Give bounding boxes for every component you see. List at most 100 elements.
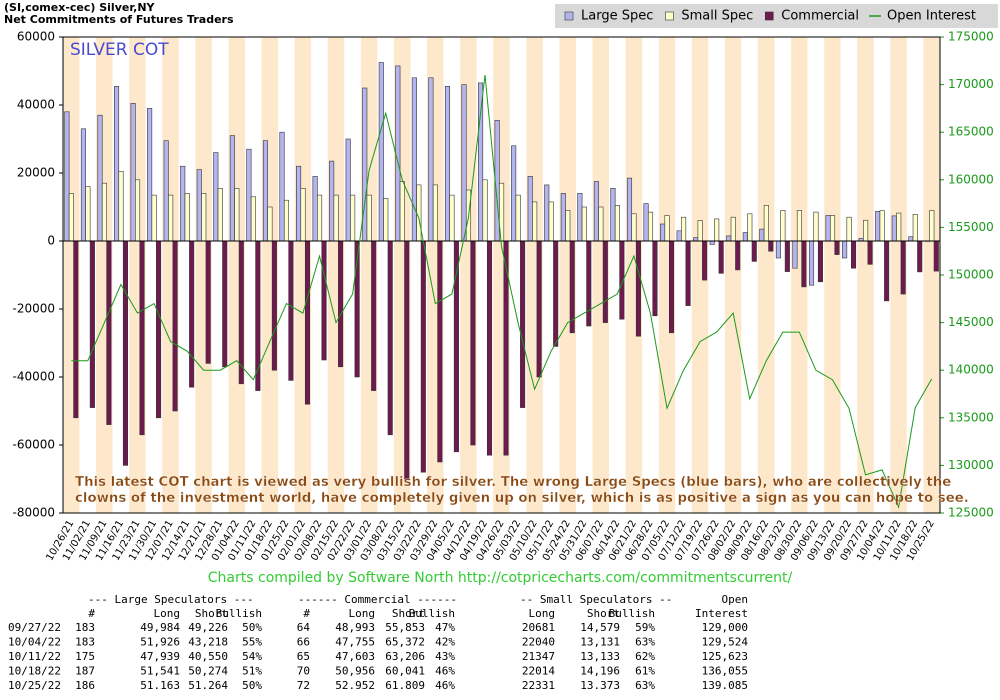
table-cell: 51,926: [140, 636, 180, 649]
bar: [553, 240, 559, 347]
bar: [834, 240, 840, 255]
bar: [85, 186, 91, 242]
bar: [246, 148, 252, 242]
annotation: This latest COT chart is viewed as very …: [75, 475, 951, 490]
bar: [189, 240, 195, 388]
table-cell: 63%: [635, 636, 655, 649]
table-column-header: Short: [587, 607, 620, 620]
stripe: [824, 37, 841, 513]
legend-bar: [555, 4, 998, 28]
table-cell: 20681: [522, 621, 555, 634]
table-column-header: Long: [529, 607, 556, 620]
table-cell: 52.952: [335, 679, 375, 692]
bar: [279, 131, 285, 242]
y-tick-label: 60000: [17, 30, 55, 44]
table-group-header: ------ Commercial ------: [298, 593, 457, 606]
bar: [201, 193, 207, 242]
table-cell: 49,226: [188, 621, 228, 634]
bar: [544, 184, 550, 242]
bar: [461, 84, 467, 242]
table-cell: 43,218: [188, 636, 228, 649]
y-tick-label: 40000: [17, 98, 55, 112]
bar: [726, 235, 732, 242]
table-cell: 61.809: [385, 679, 425, 692]
y2-tick-label: 125000: [948, 506, 994, 520]
legend-label: Small Spec: [681, 9, 753, 24]
table-cell: 65,372: [385, 636, 425, 649]
bar: [432, 184, 438, 242]
table-cell: 183: [75, 621, 95, 634]
bar: [614, 205, 620, 242]
bar: [527, 176, 533, 242]
bar: [813, 211, 819, 242]
bar: [735, 240, 741, 271]
bar: [908, 236, 914, 242]
bar: [283, 199, 290, 242]
stripe: [857, 37, 874, 513]
bar: [697, 220, 703, 242]
bar: [718, 240, 724, 274]
bar: [681, 216, 687, 242]
bar: [80, 128, 86, 242]
table-cell: 51%: [242, 665, 262, 678]
y2-tick-label: 130000: [948, 458, 994, 472]
y2-tick-label: 175000: [948, 30, 994, 44]
bar: [73, 240, 79, 419]
bar: [106, 240, 112, 425]
table-cell: 46%: [435, 665, 455, 678]
table-group-header: -- Small Speculators --: [520, 593, 672, 606]
bar: [139, 240, 145, 436]
table-cell: 47,755: [335, 636, 375, 649]
bar: [792, 240, 798, 269]
stripe: [923, 37, 940, 513]
table-cell: 40,550: [188, 650, 228, 663]
bar: [163, 140, 169, 242]
stripe: [327, 37, 345, 513]
bar: [884, 240, 890, 302]
bar: [768, 240, 774, 252]
bar: [598, 206, 604, 242]
chart-subtitle: Net Commitments of Futures Traders: [4, 13, 234, 26]
bar: [288, 240, 294, 381]
stripe: [195, 37, 212, 513]
bar: [428, 77, 434, 242]
bar: [714, 218, 720, 242]
stripe: [592, 37, 610, 513]
bar: [511, 145, 517, 242]
y2-tick-label: 165000: [948, 125, 994, 139]
table-column-header: Bullish: [409, 607, 455, 620]
bar: [345, 138, 351, 242]
y-tick-label: -60000: [12, 438, 55, 452]
stripe: [774, 37, 792, 513]
bar: [156, 240, 162, 419]
bar: [875, 211, 881, 242]
stripe: [691, 37, 709, 513]
table-cell: 21347: [522, 650, 555, 663]
bar: [399, 181, 405, 242]
bar: [482, 179, 488, 242]
y2-tick-label: 170000: [948, 77, 994, 91]
annotation: clowns of the investment world, have com…: [75, 491, 969, 506]
bar: [122, 240, 128, 466]
table-cell: 47,603: [335, 650, 375, 663]
table-cell: 54%: [242, 650, 262, 663]
bar: [742, 232, 748, 242]
line: [71, 75, 933, 509]
bar: [387, 240, 393, 436]
bar: [420, 240, 426, 473]
bar: [130, 103, 136, 242]
bar: [660, 223, 666, 242]
table-cell: 64: [297, 621, 311, 634]
bar: [520, 240, 526, 408]
bar: [411, 77, 417, 242]
bar: [296, 165, 302, 242]
table-cell: 136,055: [702, 665, 748, 678]
y2-tick-label: 140000: [948, 363, 994, 377]
y2-tick-label: 160000: [948, 172, 994, 186]
bar: [643, 203, 649, 242]
table-cell: 10/04/22: [8, 636, 61, 649]
bar: [180, 165, 186, 242]
bar: [801, 240, 807, 288]
table-column-header: Long: [154, 607, 181, 620]
